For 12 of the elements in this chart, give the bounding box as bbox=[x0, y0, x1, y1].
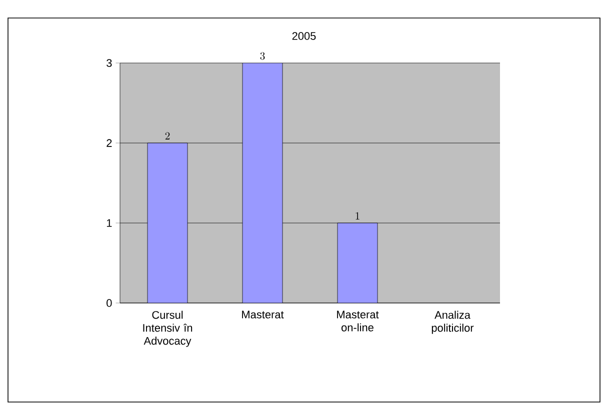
data-label: 2 bbox=[165, 132, 170, 140]
data-label: 3 bbox=[260, 52, 265, 60]
y-tick-label: 2 bbox=[106, 139, 112, 147]
y-tick-label: 3 bbox=[106, 59, 112, 67]
data-label: 1 bbox=[356, 212, 360, 220]
x-tick-label: Masterat on-line bbox=[337, 310, 379, 332]
y-tick-label: 1 bbox=[106, 219, 112, 227]
x-tick-label: Cursul Intensiv în Advocacy bbox=[143, 310, 192, 347]
x-tick-label: Masterat bbox=[242, 310, 284, 318]
x-tick-label: Analiza politicilor bbox=[432, 310, 474, 334]
y-tick-label: 0 bbox=[106, 299, 112, 307]
chart-title: 2005 bbox=[292, 32, 316, 40]
